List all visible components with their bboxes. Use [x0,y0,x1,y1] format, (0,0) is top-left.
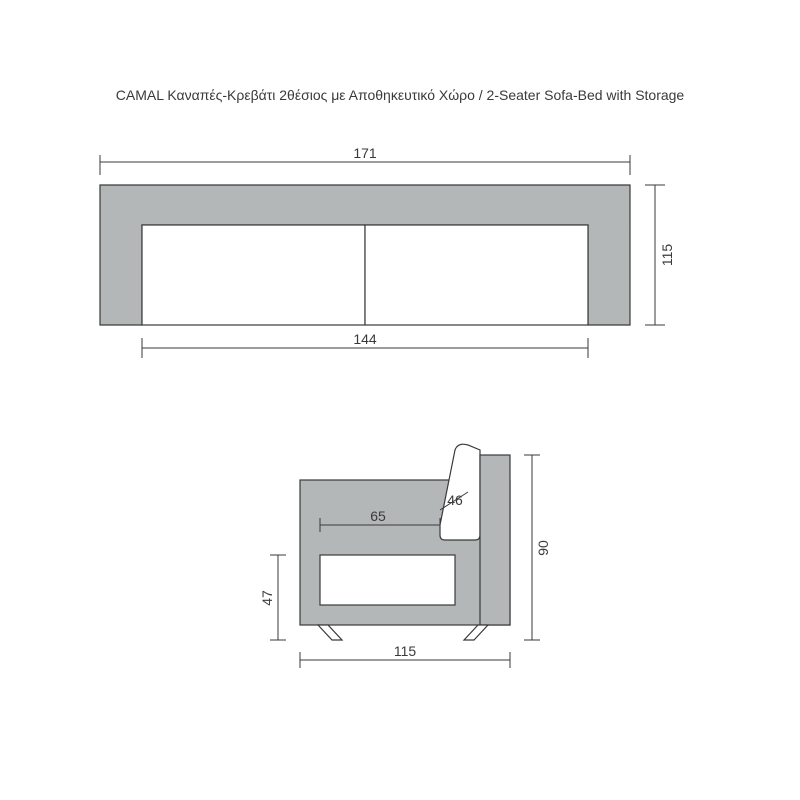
side-leg-front [318,625,342,640]
dim-top-depth: 115 [645,185,675,325]
dim-side-width: 115 [300,643,510,668]
top-view: 171 144 115 [100,145,675,358]
side-leg-back [464,625,488,640]
svg-text:47: 47 [259,590,275,606]
svg-text:171: 171 [353,145,377,161]
dim-top-outer-width: 171 [100,145,630,175]
top-view-cushion-right [365,225,588,325]
dim-top-inner-width: 144 [142,331,588,358]
dim-seat-height: 47 [259,555,286,640]
svg-text:115: 115 [394,643,417,659]
svg-text:144: 144 [353,331,377,347]
side-backrest [480,455,510,625]
svg-text:65: 65 [370,508,386,524]
svg-text:90: 90 [535,540,551,556]
side-storage-opening [320,555,455,605]
technical-drawing: CAMAL Καναπές-Κρεβάτι 2θέσιος με Αποθηκε… [0,0,800,800]
svg-text:115: 115 [659,244,675,267]
side-view: 65 46 47 90 115 [259,444,551,668]
top-view-cushion-left [142,225,365,325]
dim-total-height: 90 [524,455,551,640]
drawing-title: CAMAL Καναπές-Κρεβάτι 2θέσιος με Αποθηκε… [116,87,685,103]
